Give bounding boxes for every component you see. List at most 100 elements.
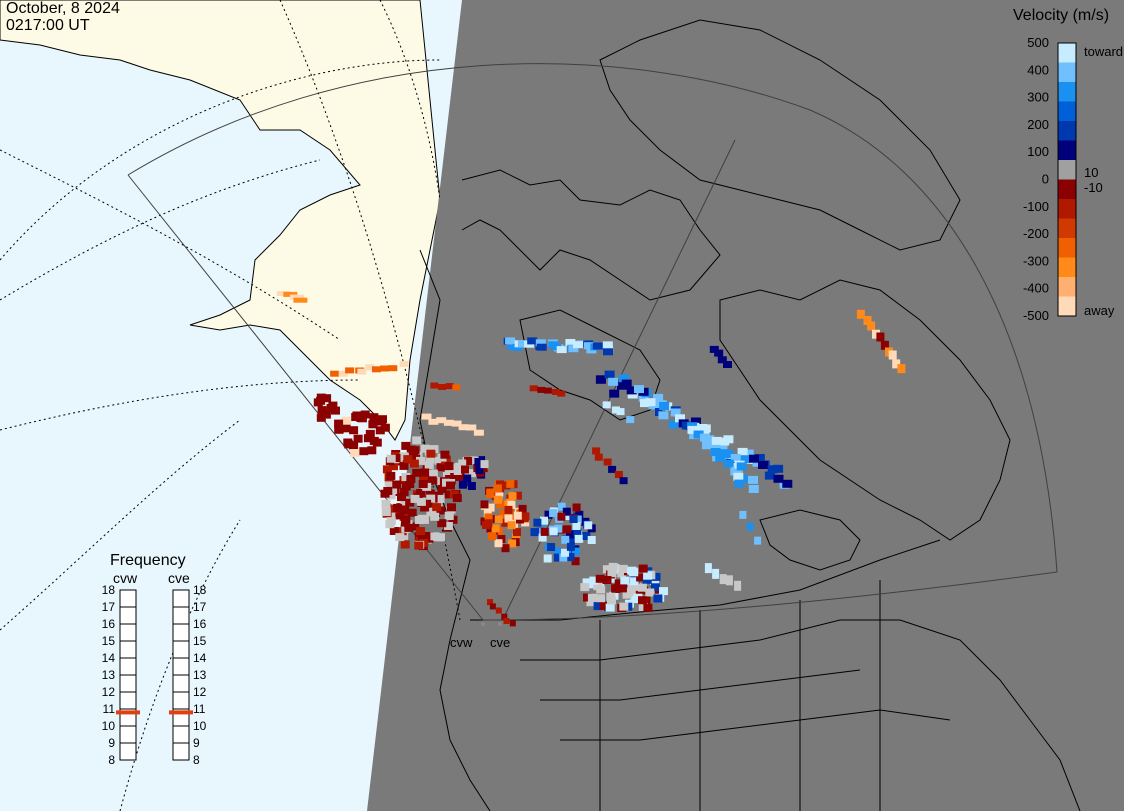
range-gate-cell	[715, 453, 726, 462]
range-gate-cell	[782, 479, 793, 488]
velocity-swatch	[1058, 43, 1076, 63]
range-gate-cell	[501, 613, 508, 620]
range-gate-cell	[595, 375, 606, 384]
range-gate-cell	[574, 534, 583, 543]
range-gate-cell	[363, 434, 373, 443]
velocity-colorbar-title: Velocity (m/s)	[1013, 7, 1109, 24]
range-gate-cell	[562, 507, 571, 516]
frequency-tick-label: 10	[193, 719, 207, 733]
range-gate-cell	[494, 515, 503, 524]
range-gate-cell	[717, 356, 727, 364]
frequency-tick-label: 14	[193, 651, 207, 665]
range-gate-cell	[419, 515, 429, 524]
range-gate-cell	[642, 575, 652, 584]
range-gate-cell	[638, 596, 647, 605]
range-gate-cell	[458, 459, 467, 468]
range-gate-cell	[424, 461, 434, 470]
night-shade	[367, 0, 1124, 811]
range-gate-cell	[573, 341, 584, 349]
range-gate-cell	[749, 454, 759, 463]
range-gate-cell	[563, 525, 572, 534]
range-gate-cell	[734, 580, 742, 591]
range-gate-cell	[509, 620, 516, 627]
range-gate-cell	[637, 583, 647, 592]
range-gate-cell	[438, 384, 446, 390]
range-gate-cell	[508, 492, 517, 501]
frequency-title: Frequency	[110, 552, 186, 569]
velocity-tick-label: 200	[1027, 117, 1049, 132]
velocity-tick-label: 400	[1027, 62, 1049, 77]
range-gate-cell	[427, 476, 437, 485]
range-gate-cell	[495, 488, 504, 497]
range-gate-cell	[602, 341, 613, 349]
velocity-colorbar-swatches	[1057, 42, 1077, 317]
range-gate-cell	[513, 511, 522, 520]
range-gate-cell	[659, 402, 670, 410]
velocity-swatch	[1058, 101, 1076, 121]
range-gate-cell	[487, 599, 493, 606]
range-gate-cell	[428, 469, 438, 478]
range-gate-cell	[393, 503, 403, 512]
range-gate-cell	[372, 366, 381, 373]
range-gate-cell	[557, 390, 566, 397]
range-gate-cell	[365, 364, 375, 371]
range-gate-cell	[401, 441, 411, 450]
range-gate-cell	[561, 535, 570, 544]
frequency-tick-label: 10	[102, 719, 116, 733]
range-gate-cell	[767, 465, 778, 474]
range-gate-cell	[627, 583, 637, 592]
velocity-tick-label: 0	[1042, 172, 1049, 187]
range-gate-cell	[551, 389, 560, 395]
velocity-colorbar-ticks: 500 400 300 200 100 0 -100 -200 -300 -400 -500	[1023, 35, 1049, 323]
range-gate-cell	[608, 562, 618, 571]
range-gate-cell	[350, 449, 360, 457]
range-gate-cell	[504, 505, 513, 514]
range-gate-cell	[709, 345, 719, 353]
frequency-marker	[169, 710, 193, 715]
range-gate-cell	[537, 386, 546, 393]
range-gate-cell	[580, 583, 590, 592]
range-gate-cell	[388, 365, 398, 372]
range-gate-cell	[650, 577, 659, 586]
range-gate-cell	[773, 474, 784, 483]
range-gate-cell	[386, 454, 396, 463]
velocity-tick-label: -100	[1023, 199, 1049, 214]
range-gate-cell	[480, 500, 489, 509]
range-gate-cell	[450, 473, 460, 481]
range-gate-cell	[640, 399, 650, 408]
range-gate-cell	[446, 481, 455, 490]
range-gate-cell	[513, 491, 522, 500]
range-gate-cell	[338, 370, 348, 377]
frequency-tick-label: 9	[193, 736, 200, 750]
velocity-swatch	[1058, 179, 1076, 199]
range-gate-cell	[467, 482, 476, 490]
frequency-tick-label: 15	[193, 634, 207, 648]
range-gate-cell	[400, 505, 410, 514]
range-gate-cell	[436, 417, 447, 424]
range-gate-cell	[553, 547, 562, 556]
velocity-swatch	[1058, 160, 1076, 180]
range-gate-cell	[463, 474, 472, 483]
range-gate-cell	[573, 515, 582, 524]
range-gate-cell	[700, 424, 711, 433]
range-gate-cell	[389, 527, 399, 535]
range-gate-cell	[608, 377, 619, 386]
range-gate-cell	[572, 522, 581, 530]
velocity-swatch	[1058, 140, 1076, 160]
range-gate-cell	[386, 471, 396, 480]
range-gate-cell	[368, 420, 378, 429]
range-gate-cell	[530, 528, 539, 537]
range-gate-cell	[317, 406, 327, 415]
range-gate-cell	[611, 585, 621, 593]
range-gate-cell	[609, 389, 620, 398]
frequency-tick-label: 16	[193, 617, 207, 631]
range-gate-cell	[357, 414, 367, 423]
range-gate-cell	[401, 515, 411, 524]
range-gate-cell	[486, 489, 495, 498]
frequency-tick-label: 11	[103, 702, 116, 716]
range-gate-cell	[420, 468, 430, 477]
range-gate-cell	[425, 489, 435, 498]
frequency-tick-label: 13	[193, 668, 207, 682]
range-gate-cell	[711, 436, 722, 445]
